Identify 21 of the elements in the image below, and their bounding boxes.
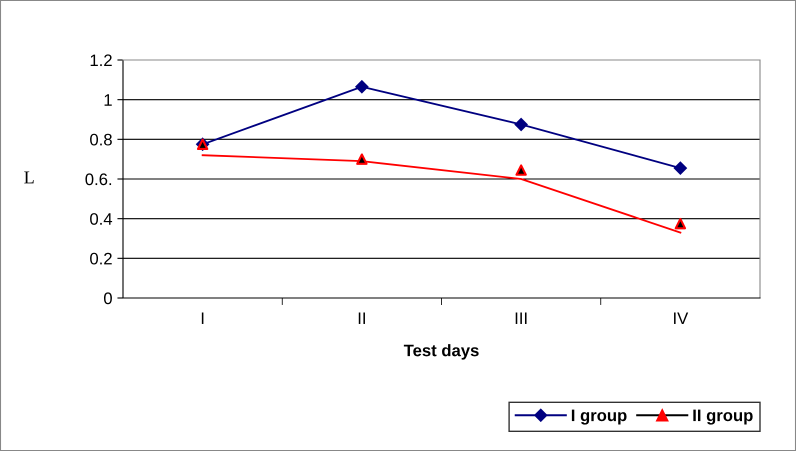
point: [356, 153, 368, 165]
y-axis-title: L: [24, 172, 34, 184]
legend-label: II group: [693, 410, 753, 425]
x-tick-label: I: [202, 312, 204, 324]
x-tick-label: IV: [674, 312, 688, 324]
x-tick-label: II: [358, 312, 365, 324]
x-tick-label: III: [516, 312, 527, 324]
point: [355, 80, 368, 94]
x-axis-title: Test days: [404, 344, 479, 360]
y-tick-label: 0.2: [90, 252, 112, 265]
y-tick-label: 0.8: [90, 134, 112, 146]
point: [514, 118, 528, 132]
y-tick-label: 0.6.: [85, 173, 112, 186]
y-tick-label: 1: [104, 94, 112, 106]
y-tick-label: 0: [104, 292, 112, 304]
point: [674, 162, 687, 175]
point: [674, 218, 686, 230]
point: [515, 164, 527, 176]
legend-label: I group: [572, 410, 627, 425]
y-tick-label: 1.2: [90, 54, 112, 66]
y-tick-label: 0.4: [90, 213, 112, 225]
